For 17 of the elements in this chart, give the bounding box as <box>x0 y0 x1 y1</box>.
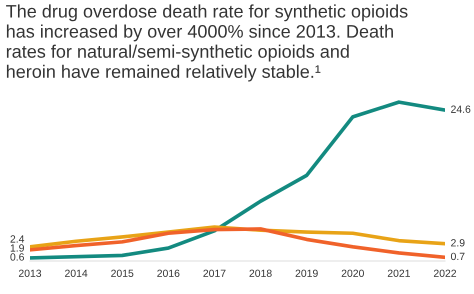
x-tick-label: 2013 <box>18 270 42 277</box>
x-tick-label: 2020 <box>342 270 364 277</box>
data-label: 1.9 <box>10 244 24 252</box>
data-label: 2.9 <box>451 239 465 247</box>
data-label: 24.6 <box>451 106 470 113</box>
x-tick-label: 2019 <box>296 270 318 277</box>
x-tick-label: 2022 <box>434 270 456 277</box>
x-tick-label: 2016 <box>157 270 180 277</box>
x-tick-label: 2018 <box>249 270 272 277</box>
data-label: 2.4 <box>10 235 24 243</box>
x-tick-label: 2021 <box>388 270 410 277</box>
data-label: 0.7 <box>450 252 465 260</box>
chart-title: The drug overdose death rate for synthetic opioids has increased by over 4000% since 2013. Death rates for natural/semi-synthetic opioids and heroin have remained relatively stable.¹ <box>6 4 408 82</box>
data-label: 0.6 <box>10 253 24 261</box>
x-tick-label: 2015 <box>111 270 134 277</box>
x-tick-label: 2014 <box>65 270 88 277</box>
x-tick-label: 2017 <box>203 270 226 277</box>
